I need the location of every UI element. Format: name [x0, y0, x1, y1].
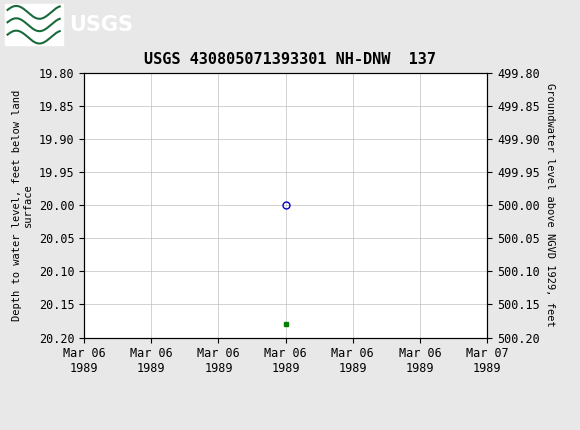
Legend: Period of approved data: Period of approved data — [183, 426, 389, 430]
Y-axis label: Depth to water level, feet below land
surface: Depth to water level, feet below land su… — [12, 90, 33, 321]
Text: USGS 430805071393301 NH-DNW  137: USGS 430805071393301 NH-DNW 137 — [144, 52, 436, 67]
Y-axis label: Groundwater level above NGVD 1929, feet: Groundwater level above NGVD 1929, feet — [545, 83, 555, 327]
Text: USGS: USGS — [70, 15, 133, 35]
Bar — [5, 4, 63, 46]
